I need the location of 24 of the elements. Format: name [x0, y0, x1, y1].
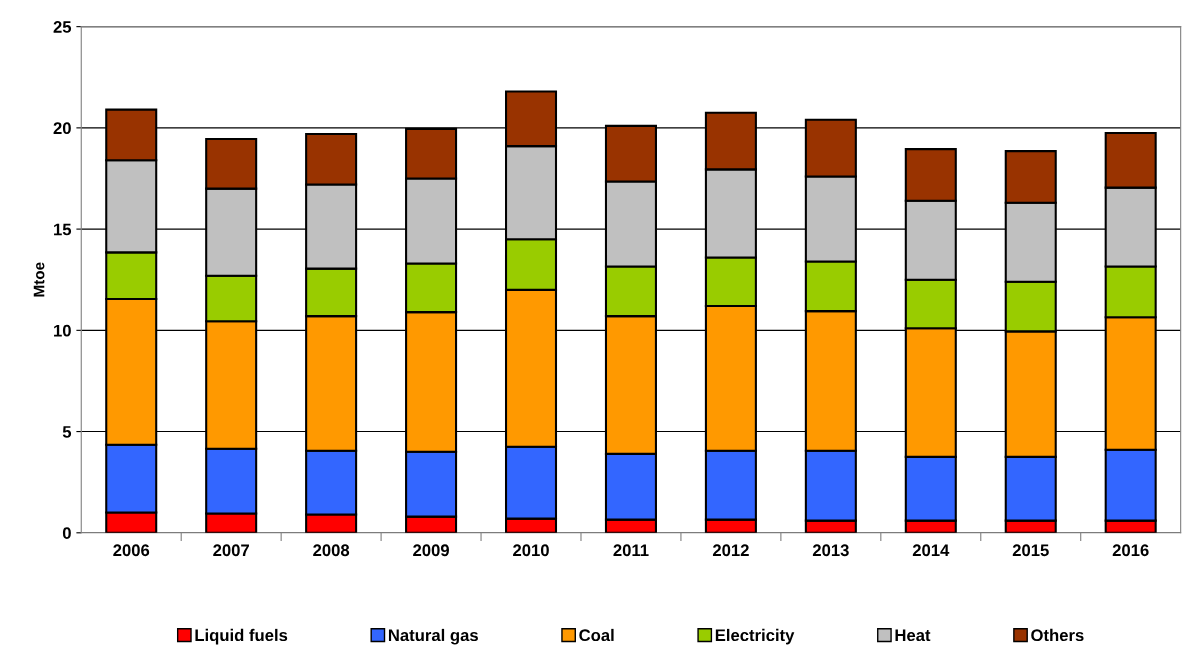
x-tick-label: 2009 [413, 544, 449, 557]
x-tick-label: 2006 [113, 544, 150, 557]
x-tick-label: 2013 [812, 544, 849, 557]
legend-label: Liquid fuels [195, 628, 288, 645]
y-tick-label: 5 [62, 426, 72, 438]
x-tick-label: 2015 [1012, 544, 1049, 557]
y-tick-label: 10 [54, 324, 71, 337]
legend-label: Electricity [715, 628, 795, 645]
x-tick-label: 2016 [1112, 544, 1149, 557]
x-tick-label: 2012 [712, 544, 749, 557]
y-axis-title: Mtoe [33, 262, 45, 297]
x-tick-label: 2010 [513, 544, 549, 557]
x-tick-label: 2007 [213, 544, 249, 557]
legend-label: Heat [895, 629, 931, 642]
legend-label: Natural gas [388, 628, 478, 645]
legend-label: Coal [579, 628, 614, 642]
x-tick-label: 2014 [912, 544, 950, 557]
y-tick-label: 20 [53, 122, 71, 135]
x-tick-label: 2008 [313, 544, 350, 557]
x-tick-label: 2011 [613, 544, 649, 557]
y-tick-label: 25 [53, 21, 72, 33]
y-tick-label: 15 [54, 223, 72, 236]
legend-label: Others [1031, 628, 1084, 642]
y-tick-label: 0 [62, 527, 71, 539]
